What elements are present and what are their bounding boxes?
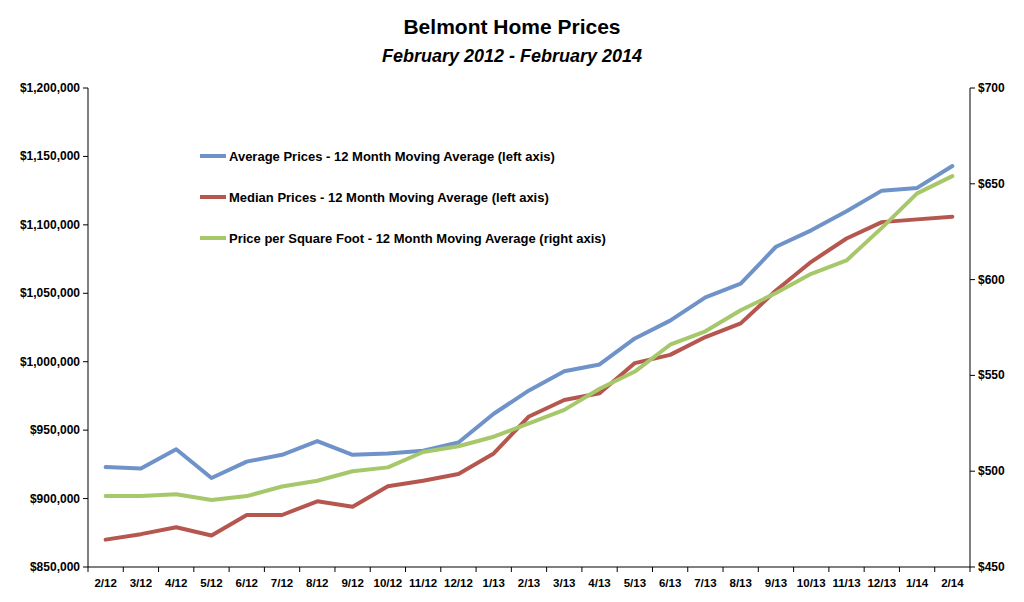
y-tick [83, 361, 88, 362]
x-tick [758, 567, 759, 572]
x-tick-label: 8/13 [729, 577, 751, 589]
series-line [106, 217, 953, 540]
legend-swatch [200, 236, 226, 240]
x-tick [970, 567, 971, 572]
y-tick [83, 88, 88, 89]
y-tick [83, 224, 88, 225]
y2-tick [970, 279, 975, 280]
x-tick-label: 1/13 [483, 577, 505, 589]
x-tick-label: 1/14 [906, 577, 929, 589]
y2-tick [970, 183, 975, 184]
x-tick-label: 6/13 [659, 577, 681, 589]
x-tick [229, 567, 230, 572]
x-tick [299, 567, 300, 572]
plot-area [106, 166, 953, 540]
y2-tick-label: $650 [978, 177, 1005, 191]
y-tick-label: $900,000 [30, 492, 80, 506]
subtitle: February 2012 - February 2014 [382, 46, 642, 66]
x-tick [405, 567, 406, 572]
y-tick-label: $1,150,000 [20, 149, 80, 163]
y-tick [83, 156, 88, 157]
x-tick [546, 567, 547, 572]
x-tick [652, 567, 653, 572]
y2-tick-label: $600 [978, 273, 1005, 287]
x-tick-label: 11/13 [832, 577, 860, 589]
x-tick [899, 567, 900, 572]
x-tick-label: 10/12 [373, 577, 402, 589]
title: Belmont Home Prices [403, 15, 620, 38]
y-axis-line [88, 88, 89, 567]
legend-swatch [200, 195, 226, 199]
x-tick [158, 567, 159, 572]
y-tick [83, 293, 88, 294]
chart: Belmont Home Prices February 2012 - Febru… [0, 0, 1024, 602]
x-tick-label: 8/12 [306, 577, 328, 589]
y-tick-label: $950,000 [30, 423, 80, 437]
x-tick-label: 4/13 [588, 577, 610, 589]
x-tick [476, 567, 477, 572]
y-tick-label: $1,100,000 [20, 218, 80, 232]
y-tick-label: $850,000 [30, 560, 80, 574]
x-tick-label: 7/13 [694, 577, 716, 589]
y2-tick [970, 88, 975, 89]
x-tick-label: 2/12 [94, 577, 116, 589]
y2-tick-label: $450 [978, 560, 1005, 574]
x-tick-label: 3/13 [553, 577, 575, 589]
x-tick-label: 2/14 [941, 577, 964, 589]
y-tick [83, 567, 88, 568]
y2-tick [970, 567, 975, 568]
x-tick-label: 10/13 [797, 577, 826, 589]
x-tick-label: 11/12 [409, 577, 437, 589]
legend-label: Median Prices - 12 Month Moving Average … [229, 190, 549, 205]
x-tick-label: 7/12 [271, 577, 293, 589]
x-tick [864, 567, 865, 572]
x-tick [334, 567, 335, 572]
x-tick-label: 9/13 [765, 577, 787, 589]
x-tick-label: 12/12 [444, 577, 473, 589]
x-tick-label: 9/12 [341, 577, 363, 589]
x-tick-label: 6/12 [236, 577, 258, 589]
x-tick [793, 567, 794, 572]
x-tick-label: 5/12 [200, 577, 222, 589]
x-axis-line [88, 567, 970, 568]
y2-tick-label: $500 [978, 464, 1005, 478]
x-tick [934, 567, 935, 572]
y2-tick [970, 375, 975, 376]
x-tick [88, 567, 89, 572]
x-tick [581, 567, 582, 572]
legend-label: Average Prices - 12 Month Moving Average… [229, 149, 555, 164]
x-tick-label: 5/13 [624, 577, 646, 589]
x-tick [193, 567, 194, 572]
x-tick [617, 567, 618, 572]
x-tick [370, 567, 371, 572]
x-tick-label: 12/13 [867, 577, 896, 589]
x-tick-label: 2/13 [518, 577, 540, 589]
legend-label: Price per Square Foot - 12 Month Moving … [229, 231, 606, 246]
x-tick [687, 567, 688, 572]
legend-swatch [200, 154, 226, 158]
y2-tick-label: $550 [978, 368, 1005, 382]
y-tick [83, 430, 88, 431]
y-tick-label: $1,050,000 [20, 286, 80, 300]
x-tick [723, 567, 724, 572]
series-line [106, 166, 953, 478]
series-line [106, 176, 953, 500]
x-tick-label: 3/12 [130, 577, 152, 589]
x-tick [511, 567, 512, 572]
x-tick [440, 567, 441, 572]
y-tick-label: $1,000,000 [20, 355, 80, 369]
y-tick [83, 498, 88, 499]
y2-tick-label: $700 [978, 81, 1005, 95]
y2-tick [970, 471, 975, 472]
x-tick [828, 567, 829, 572]
y2-axis-line [970, 88, 971, 567]
x-tick [264, 567, 265, 572]
x-tick-label: 4/12 [165, 577, 187, 589]
y-tick-label: $1,200,000 [20, 81, 80, 95]
x-tick [123, 567, 124, 572]
